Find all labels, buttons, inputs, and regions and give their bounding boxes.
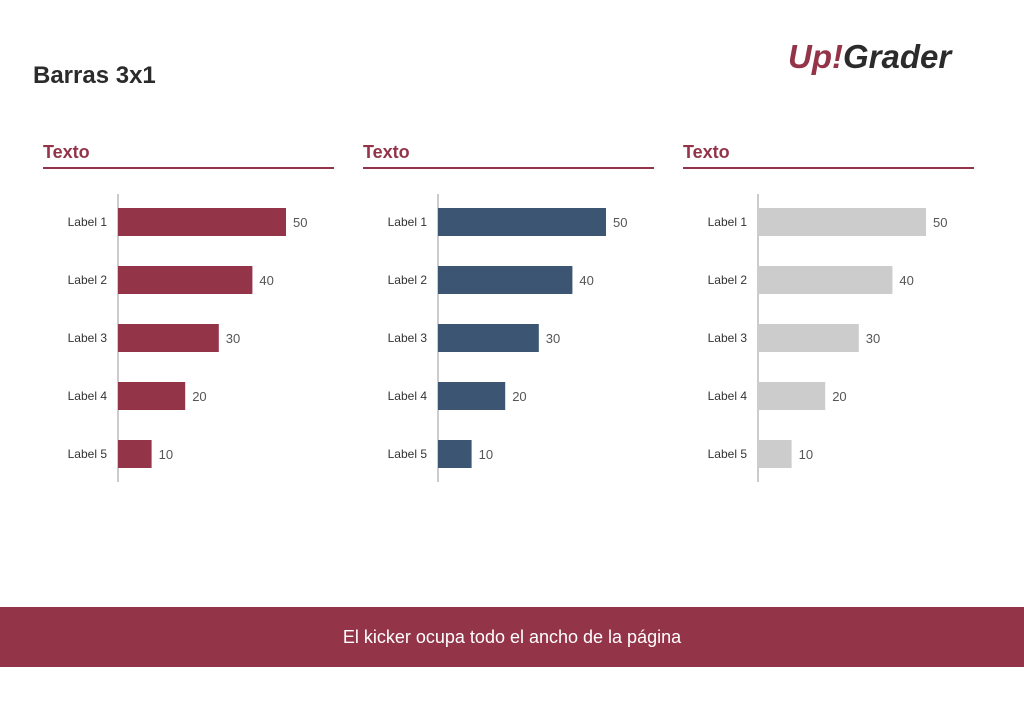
- data-label: 50: [293, 215, 307, 230]
- bar: [118, 324, 219, 352]
- bar: [438, 324, 539, 352]
- data-label: 40: [259, 273, 273, 288]
- chart-panel-1: Texto Label 1 50 Label 2 40 Label 3 30 Label 4…: [43, 140, 335, 490]
- upgrader-logo: Up!Grader: [786, 36, 976, 80]
- bar: [758, 266, 893, 294]
- bar-chart: Label 1 50 Label 2 40 Label 3 30 Label 4 20 Labe…: [68, 194, 307, 482]
- data-label: 50: [933, 215, 947, 230]
- data-label: 30: [546, 331, 560, 346]
- bar: [118, 266, 253, 294]
- data-label: 10: [479, 447, 493, 462]
- category-label: Label 2: [708, 273, 748, 287]
- kicker-text: El kicker ocupa todo el ancho de la pági…: [342, 626, 682, 647]
- bar: [438, 440, 472, 468]
- page-title: Barras 3x1: [33, 62, 156, 89]
- bar: [118, 440, 152, 468]
- data-label: 10: [159, 447, 173, 462]
- category-label: Label 5: [708, 447, 748, 461]
- category-label: Label 3: [388, 331, 428, 345]
- panel-title: Texto: [683, 142, 730, 162]
- kicker-banner: El kicker ocupa todo el ancho de la pági…: [0, 607, 1024, 667]
- data-label: 30: [226, 331, 240, 346]
- data-label: 10: [799, 447, 813, 462]
- bar: [118, 208, 286, 236]
- data-label: 20: [192, 389, 206, 404]
- category-label: Label 1: [388, 215, 428, 229]
- bar: [438, 208, 606, 236]
- category-label: Label 1: [708, 215, 748, 229]
- bar: [758, 382, 826, 410]
- data-label: 30: [866, 331, 880, 346]
- panel-title-rule: [363, 167, 654, 169]
- data-label: 50: [613, 215, 627, 230]
- category-label: Label 3: [708, 331, 748, 345]
- bar-chart: Label 1 50 Label 2 40 Label 3 30 Label 4 20 Labe…: [708, 194, 947, 482]
- category-label: Label 5: [68, 447, 108, 461]
- panel-title-rule: [683, 167, 974, 169]
- panel-title: Texto: [43, 142, 90, 162]
- data-label: 40: [899, 273, 913, 288]
- panel-title-rule: [43, 167, 334, 169]
- logo-text-grader: Grader: [843, 38, 953, 75]
- logo-text-up: Up: [788, 38, 832, 75]
- category-label: Label 4: [388, 389, 428, 403]
- chart-panel-2: Texto Label 1 50 Label 2 40 Label 3 30 Label 4…: [363, 140, 655, 490]
- category-label: Label 5: [388, 447, 428, 461]
- category-label: Label 2: [68, 273, 108, 287]
- data-label: 20: [832, 389, 846, 404]
- category-label: Label 2: [388, 273, 428, 287]
- data-label: 20: [512, 389, 526, 404]
- bar: [758, 440, 792, 468]
- upgrader-logo-graphic: Up!Grader: [788, 38, 953, 75]
- category-label: Label 1: [68, 215, 108, 229]
- bar: [758, 208, 926, 236]
- bar: [438, 266, 573, 294]
- category-label: Label 4: [708, 389, 748, 403]
- bar-chart: Label 1 50 Label 2 40 Label 3 30 Label 4 20 Labe…: [388, 194, 627, 482]
- category-label: Label 4: [68, 389, 108, 403]
- data-label: 40: [579, 273, 593, 288]
- bar: [758, 324, 859, 352]
- svg-text:Up!Grader: Up!Grader: [788, 38, 953, 75]
- panel-title: Texto: [363, 142, 410, 162]
- chart-panel-3: Texto Label 1 50 Label 2 40 Label 3 30 Label 4…: [683, 140, 975, 490]
- bar: [438, 382, 506, 410]
- logo-text-bang: !: [832, 38, 843, 75]
- category-label: Label 3: [68, 331, 108, 345]
- bar: [118, 382, 186, 410]
